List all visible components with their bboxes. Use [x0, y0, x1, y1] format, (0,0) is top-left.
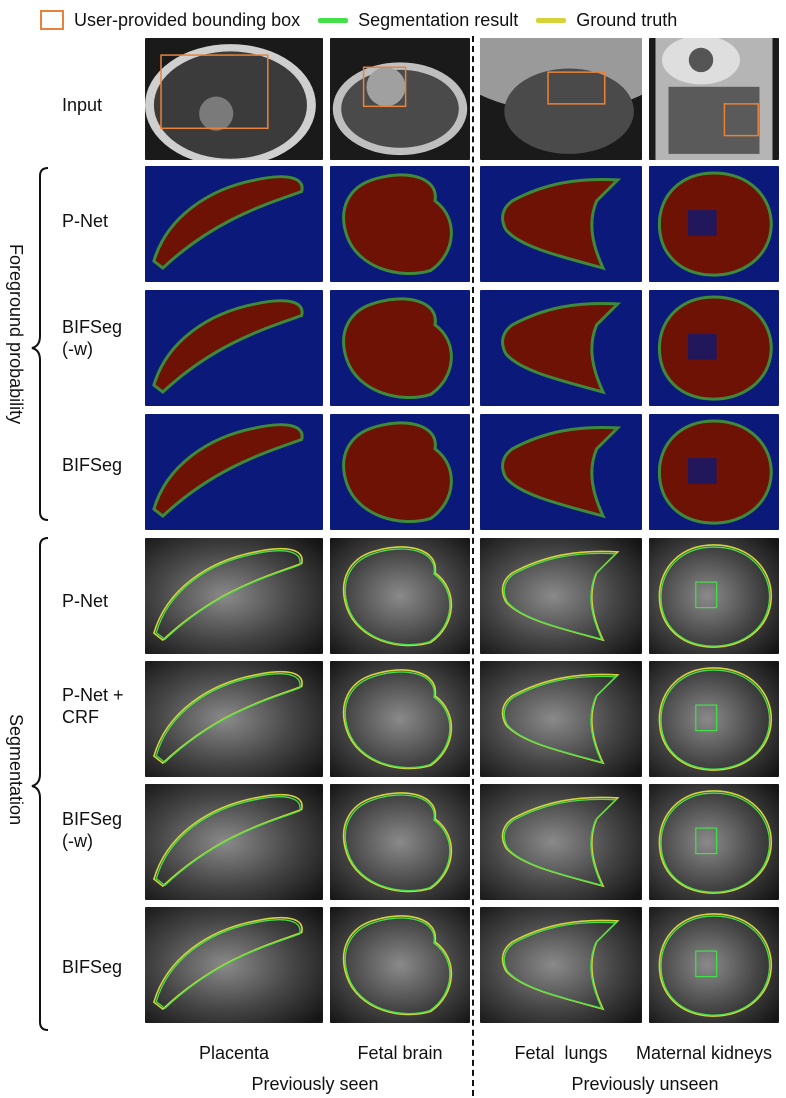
- legend: User-provided bounding box Segmentation …: [40, 6, 780, 34]
- row-label-seg-bifseg: BIFSeg: [62, 957, 123, 977]
- panel-prob-lungs: [480, 290, 642, 406]
- group-braces: [31, 167, 49, 1031]
- gt-swatch-icon: [536, 17, 567, 23]
- panel-prob-placenta: [145, 166, 323, 282]
- col-label-maternal-kidneys: Maternal kidneys: [635, 1043, 773, 1063]
- seg-swatch-icon: [318, 17, 349, 23]
- panel-seg-kidneys: [649, 907, 779, 1023]
- panel-input-kidneys: [649, 38, 779, 160]
- col-label-fetal-lungs: Fetal lungs: [514, 1043, 608, 1063]
- seen-unseen-divider: [472, 36, 474, 1096]
- panel-prob-kidneys: [649, 414, 779, 530]
- segmentation-brace: [31, 537, 49, 1031]
- panel-seg-placenta: [145, 784, 323, 900]
- panel-prob-brain: [330, 290, 470, 406]
- panel-seg-placenta: [145, 907, 323, 1023]
- panel-seg-kidneys: [649, 538, 779, 654]
- panel-prob-lungs: [480, 414, 642, 530]
- panel-prob-placenta: [145, 414, 323, 530]
- col-label-fetal-brain: Fetal brain: [357, 1043, 443, 1063]
- row-label-fg-pnet: P-Net: [62, 211, 109, 231]
- section-label-unseen: Previously unseen: [571, 1074, 719, 1094]
- panel-prob-brain: [330, 166, 470, 282]
- panel-seg-kidneys: [649, 661, 779, 777]
- group-label-segmentation: Segmentation: [6, 714, 26, 826]
- panel-seg-brain: [330, 907, 470, 1023]
- bbox-swatch-icon: [40, 10, 64, 30]
- panel-prob-kidneys: [649, 166, 779, 282]
- panel-prob-placenta: [145, 290, 323, 406]
- row-label-seg-pnet: P-Net: [62, 591, 109, 611]
- panel-prob-lungs: [480, 166, 642, 282]
- row-label-seg-pnet-crf: P-Net + CRF: [62, 685, 124, 727]
- panel-prob-kidneys: [649, 290, 779, 406]
- panel-seg-lungs: [480, 784, 642, 900]
- panel-seg-lungs: [480, 538, 642, 654]
- panel-seg-placenta: [145, 538, 323, 654]
- panel-seg-brain: [330, 538, 470, 654]
- panel-seg-placenta: [145, 661, 323, 777]
- panel-seg-brain: [330, 784, 470, 900]
- row-label-fg-bifseg-w: BIFSeg (-w): [62, 317, 123, 359]
- row-label-input: Input: [62, 95, 103, 115]
- row-label-fg-bifseg: BIFSeg: [62, 455, 123, 475]
- group-label-foreground: Foreground probability: [6, 244, 26, 425]
- legend-bbox-label: User-provided bounding box: [74, 9, 301, 30]
- panel-seg-lungs: [480, 907, 642, 1023]
- panel-seg-lungs: [480, 661, 642, 777]
- foreground-brace: [31, 167, 49, 521]
- legend-gt-label: Ground truth: [576, 9, 678, 30]
- section-label-seen: Previously seen: [251, 1074, 379, 1094]
- panel-input-placenta: [145, 38, 323, 160]
- legend-bbox: User-provided bounding box: [40, 10, 300, 31]
- panel-seg-kidneys: [649, 784, 779, 900]
- row-label-seg-bifseg-w: BIFSeg (-w): [62, 809, 123, 851]
- legend-seg: Segmentation result: [318, 10, 518, 31]
- legend-seg-label: Segmentation result: [358, 9, 519, 30]
- panel-seg-brain: [330, 661, 470, 777]
- panel-input-brain: [330, 38, 470, 160]
- col-label-placenta: Placenta: [198, 1043, 270, 1063]
- legend-gt: Ground truth: [536, 10, 677, 31]
- panel-input-lungs: [480, 38, 642, 160]
- panel-prob-brain: [330, 414, 470, 530]
